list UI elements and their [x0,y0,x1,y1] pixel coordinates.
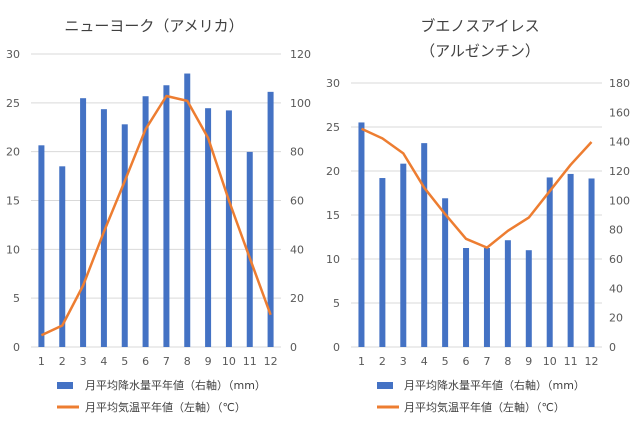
precipitation-bar [588,178,595,347]
left-axis-tick-label: 25 [326,121,340,134]
x-axis-tick-label: 6 [142,355,149,368]
x-axis-tick-label: 11 [564,355,578,368]
x-axis-tick-label: 2 [59,355,66,368]
x-axis-tick-label: 5 [121,355,128,368]
temperature-line [360,127,593,249]
precipitation-bar [546,177,553,347]
x-axis-tick-label: 9 [205,355,212,368]
left-axis-tick-label: 15 [6,195,20,208]
right-axis-tick-label: 120 [290,48,311,61]
x-axis-tick-label: 1 [38,355,45,368]
right-axis-tick-label: 180 [609,77,630,90]
temperature-line [40,94,272,337]
x-axis-tick-label: 11 [243,355,257,368]
x-axis-tick-label: 12 [264,355,278,368]
x-axis-tick-label: 8 [504,355,511,368]
x-axis-tick-label: 3 [400,355,407,368]
left-axis-tick-label: 5 [333,297,340,310]
precipitation-bar [121,124,128,347]
right-axis-tick-label: 0 [290,341,297,354]
x-axis-tick-label: 7 [483,355,490,368]
right-axis-tick-label: 60 [609,253,623,266]
precipitation-bar [483,248,490,347]
chart-title: ニューヨーク（アメリカ） [64,17,243,35]
legend-label-precipitation: 月平均降水量平年値（右軸）（mm） [404,378,585,392]
x-axis-tick-label: 3 [80,355,87,368]
chart-title-line-1: ブエノスアイレス [420,17,539,35]
left-axis-tick-label: 10 [326,253,340,266]
x-axis-tick-label: 1 [358,355,365,368]
precipitation-bar [504,240,511,347]
precipitation-bar [59,166,66,347]
precipitation-bar [358,122,365,347]
x-axis-tick-label: 4 [421,355,428,368]
legend-swatch-precipitation [57,382,73,389]
legend-label-temperature: 月平均気温平年値（左軸）（℃） [404,400,565,414]
legend: 月平均降水量平年値（右軸）（mm） 月平均気温平年値（左軸）（℃） [377,378,585,414]
left-axis-tick-label: 30 [6,48,20,61]
right-axis-tick-label: 40 [290,243,304,256]
x-axis-tick-label: 12 [585,355,599,368]
precipitation-bar [100,109,107,347]
right-axis-tick-label: 100 [609,194,630,207]
right-axis-tick-label: 140 [609,136,630,149]
legend: 月平均降水量平年値（右軸）（mm） 月平均気温平年値（左軸）（℃） [57,378,266,414]
precipitation-bar [184,73,191,348]
legend-swatch-precipitation [377,382,393,389]
legend-label-precipitation: 月平均降水量平年値（右軸）（mm） [85,378,266,392]
right-axis-tick-label: 100 [290,97,311,110]
precipitation-bar [142,96,149,347]
right-axis-tick-label: 80 [609,224,623,237]
right-axis-tick-label: 120 [609,165,630,178]
left-axis-tick-label: 5 [13,292,20,305]
precipitation-bar [205,108,212,347]
precipitation-bar [379,178,386,347]
precipitation-bar [267,91,274,348]
left-axis-tick-label: 15 [326,209,340,222]
precipitation-bar [463,248,470,347]
right-axis-tick-label: 40 [609,282,623,295]
precipitation-bar [225,110,232,347]
left-axis-tick-label: 0 [13,341,20,354]
right-axis-tick-label: 20 [609,312,623,325]
x-axis-tick-label: 10 [543,355,557,368]
left-axis-tick-label: 10 [6,243,20,256]
right-axis-tick-label: 0 [609,341,616,354]
left-axis-tick-label: 0 [333,341,340,354]
precipitation-bar [442,198,449,347]
x-axis-tick-label: 4 [100,355,107,368]
x-axis-tick-label: 10 [222,355,236,368]
precipitation-bar [567,173,574,347]
left-axis-tick-label: 20 [326,165,340,178]
right-axis-tick-label: 20 [290,292,304,305]
right-axis-tick-label: 80 [290,146,304,159]
precipitation-bar [163,85,170,348]
precipitation-bar [400,163,407,347]
x-axis-tick-label: 7 [163,355,170,368]
x-axis-tick-label: 8 [184,355,191,368]
chart-title-line-2: （アルゼンチン） [420,42,540,60]
left-axis-tick-label: 30 [326,77,340,90]
precipitation-bar [80,98,87,347]
x-axis-tick-label: 2 [379,355,386,368]
x-axis-tick-label: 9 [525,355,532,368]
precipitation-bar [421,143,428,347]
right-axis-tick-label: 60 [290,195,304,208]
legend-label-temperature: 月平均気温平年値（左軸）（℃） [85,400,246,414]
precipitation-bar [525,250,532,347]
right-axis-tick-label: 160 [609,106,630,119]
x-axis-tick-label: 6 [463,355,470,368]
left-axis-tick-label: 20 [6,146,20,159]
left-axis-tick-label: 25 [6,97,20,110]
precipitation-bar [246,151,253,347]
precipitation-bar [38,145,45,347]
x-axis-tick-label: 5 [442,355,449,368]
